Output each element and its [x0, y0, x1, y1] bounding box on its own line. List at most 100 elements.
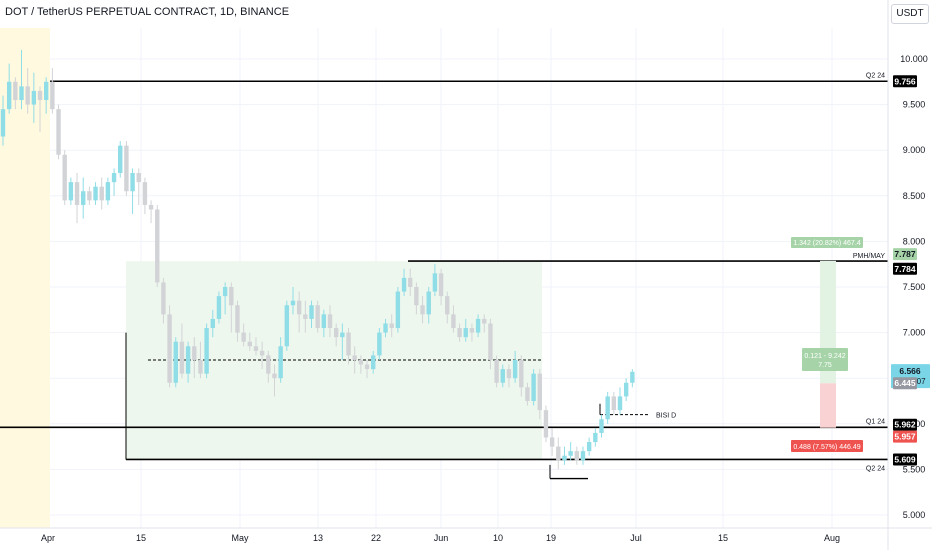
candle-body: [377, 332, 382, 356]
price-tag-q2-bottom-bg: [893, 453, 917, 466]
candle-body: [426, 291, 431, 315]
candle-body: [463, 328, 468, 338]
candle-body: [0, 109, 6, 137]
candle-body: [222, 287, 228, 297]
stop-box: [791, 440, 863, 452]
candle-body: [25, 86, 30, 105]
candle-body: [457, 328, 462, 338]
candle-body: [130, 173, 135, 192]
candle-body: [469, 328, 475, 333]
candle-body: [549, 437, 555, 447]
price-tick-label: 9.500: [903, 100, 926, 110]
time-tick-label: 10: [493, 533, 503, 543]
time-tick-label: May: [231, 533, 249, 543]
stop-zone: [820, 383, 836, 428]
price-tick-label: 7.500: [903, 282, 926, 292]
candle-body: [266, 355, 271, 374]
candle-body: [235, 305, 240, 333]
level-label: Q2 24: [866, 72, 885, 79]
candle-body: [420, 305, 425, 315]
target-box-text: 1.342 (20.82%) 467.4: [793, 240, 860, 247]
price-tag-stop: 5.957: [894, 432, 916, 442]
candle-body: [500, 369, 505, 383]
level-label: Q1 24: [866, 418, 885, 425]
candle-body: [358, 359, 364, 365]
candle-body: [155, 209, 160, 283]
candle-body: [543, 410, 549, 438]
price-tag-entry: 6.445: [894, 378, 916, 388]
candle-body: [272, 373, 277, 379]
candle-body: [259, 350, 265, 356]
candle-body: [13, 81, 18, 101]
rr-box: [802, 348, 848, 371]
highlight-zone: [0, 28, 50, 528]
candle-body: [278, 346, 283, 379]
candle-body: [229, 287, 234, 306]
candle-body: [192, 346, 197, 360]
candle-body: [574, 451, 580, 461]
candle-body: [136, 173, 141, 183]
time-tick-label: 15: [136, 533, 146, 543]
candle-body: [81, 191, 86, 205]
candle-body: [512, 359, 518, 379]
candle-body: [340, 332, 345, 338]
time-tick-label: Jun: [434, 533, 449, 543]
candle-body: [124, 145, 129, 192]
candle-body: [630, 371, 635, 383]
candle-body: [241, 332, 246, 342]
price-tag-q2-top: 9.756: [894, 76, 916, 86]
candle-body: [321, 314, 327, 329]
candle-body: [43, 81, 49, 101]
candle-body: [185, 346, 191, 374]
rr-line-1: 0.121 - 9.242: [804, 353, 845, 360]
candle-body: [204, 328, 209, 374]
price-tick-label: 5.500: [903, 464, 926, 474]
price-tag-entry-bg: [893, 377, 917, 390]
candle-body: [475, 318, 481, 333]
candle-body: [623, 382, 629, 397]
price-tag-target: 7.787: [894, 249, 916, 259]
price-tick-label: 5.000: [903, 510, 926, 520]
price-tag-q2-bottom: 5.609: [894, 454, 916, 464]
candle-body: [31, 90, 37, 105]
candle-body: [395, 291, 401, 329]
price-tag-target-bg: [893, 248, 917, 261]
target-box: [791, 237, 863, 248]
candle-body: [531, 373, 536, 401]
price-tick-label: 10.000: [900, 54, 928, 64]
time-tick-label: Aug: [824, 533, 840, 543]
candle-body: [148, 204, 154, 210]
candle-body: [99, 186, 104, 201]
candle-body: [562, 455, 567, 461]
time-tick-label: 19: [546, 533, 556, 543]
time-tick-label: 13: [313, 533, 323, 543]
candle-body: [605, 396, 610, 420]
candle-body: [173, 341, 178, 383]
price-tag-q1-bg: [893, 418, 917, 431]
candle-body: [37, 90, 43, 101]
price-tick-label: 9.000: [903, 145, 926, 155]
currency-button[interactable]: USDT: [891, 4, 929, 24]
candle-body: [216, 296, 222, 319]
candle-body: [111, 173, 117, 183]
time-tick-label: 22: [371, 533, 381, 543]
price-tag-q1: 5.962: [894, 420, 916, 430]
candle-body: [74, 182, 80, 205]
time-tick-label: 15: [718, 533, 728, 543]
candle-body: [210, 318, 215, 329]
candle-body: [352, 355, 357, 360]
candle-body: [62, 154, 67, 201]
candle-body: [432, 273, 438, 292]
price-tick-label: 8.000: [903, 236, 926, 246]
candle-body: [401, 277, 407, 292]
candle-body: [586, 442, 592, 452]
candle-body: [315, 305, 320, 329]
candle-body: [556, 446, 561, 461]
candle-body: [309, 305, 314, 319]
candle-body: [438, 273, 444, 297]
price-tag-pmh-bg: [893, 262, 917, 275]
candle-body: [371, 355, 376, 370]
stop-box-text: 0.488 (7.57%) 446.49: [793, 444, 860, 451]
